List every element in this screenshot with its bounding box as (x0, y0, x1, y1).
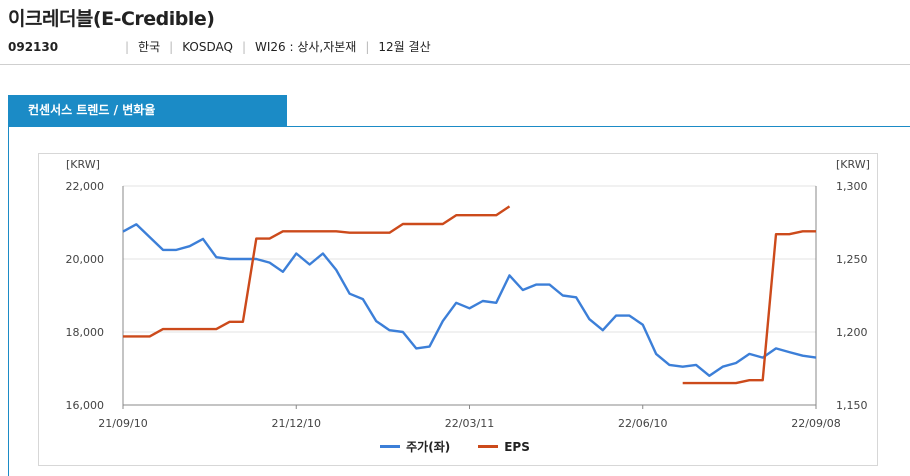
left-tick-label: 22,000 (66, 180, 105, 193)
x-tick-label: 21/09/10 (98, 417, 147, 430)
series-layer (122, 205, 817, 385)
left-tick-label: 16,000 (66, 399, 105, 412)
separator: | (169, 39, 174, 54)
chart-panel (8, 126, 910, 476)
legend-label-eps: EPS (504, 439, 530, 454)
right-tick-label: 1,200 (836, 326, 868, 339)
legend-item-eps[interactable]: EPS (478, 438, 530, 455)
right-axis-unit: [KRW] (836, 158, 870, 171)
axes: 16,000 1,150 18,000 1,200 20,000 1,250 22,000 1… (66, 180, 868, 430)
chart-frame (38, 153, 878, 466)
market-label: KOSDAQ (182, 39, 233, 54)
right-tick-label: 1,250 (836, 253, 868, 266)
left-axis-unit: [KRW] (66, 158, 100, 171)
x-tick-label: 22/03/11 (445, 417, 494, 430)
left-tick-label: 20,000 (66, 253, 105, 266)
legend-item-price[interactable]: 주가(좌) (380, 438, 450, 455)
x-tick-label: 21/12/10 (272, 417, 321, 430)
industry-label: WI26 : 상사,자본재 (254, 40, 357, 54)
eps-line (682, 230, 816, 385)
separator: | (365, 39, 370, 54)
tab-consensus-trend[interactable]: 컨센서스 트렌드 / 변화율 (8, 95, 287, 126)
separator: | (241, 39, 246, 54)
country-label: 한국 (138, 40, 161, 54)
legend-swatch-price (380, 445, 401, 448)
price-line (122, 223, 817, 377)
company-meta: 092130 | 한국 | KOSDAQ | WI26 : 상사,자본재 | 1… (8, 38, 431, 55)
legend-label-price: 주가(좌) (406, 440, 451, 454)
separator: | (125, 39, 130, 54)
x-tick-label: 22/06/10 (618, 417, 667, 430)
stock-code: 092130 (8, 39, 59, 54)
header-divider (0, 64, 910, 65)
grid-lines (123, 185, 816, 406)
legend-swatch-eps (478, 445, 499, 448)
eps-line (123, 205, 511, 338)
right-tick-label: 1,300 (836, 180, 868, 193)
company-title: 이크레더블(E-Credible) (8, 8, 215, 30)
fiscal-label: 12월 결산 (378, 40, 431, 54)
right-tick-label: 1,150 (836, 399, 868, 412)
x-tick-label: 22/09/08 (791, 417, 840, 430)
chart-legend: 주가(좌) EPS (0, 438, 910, 455)
left-tick-label: 18,000 (66, 326, 105, 339)
